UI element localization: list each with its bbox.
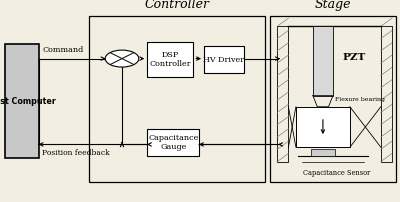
Text: Flexure bearing: Flexure bearing: [335, 97, 385, 101]
Text: Stage: Stage: [315, 0, 351, 11]
Text: Position feedback: Position feedback: [42, 149, 110, 158]
Text: DSP
Controller: DSP Controller: [149, 51, 191, 68]
Bar: [147, 42, 193, 77]
Circle shape: [105, 50, 139, 67]
Text: Controller: Controller: [144, 0, 209, 11]
Text: PZT: PZT: [343, 53, 366, 62]
Bar: [270, 16, 396, 182]
Bar: [296, 107, 350, 147]
Bar: [147, 129, 199, 156]
Bar: [381, 26, 392, 162]
Bar: [89, 16, 265, 182]
Text: HV Driver: HV Driver: [204, 56, 244, 64]
Text: Capacitance Sensor: Capacitance Sensor: [303, 169, 371, 177]
Bar: [5, 44, 39, 158]
Text: Host Computer: Host Computer: [0, 97, 56, 105]
Text: Command: Command: [43, 45, 84, 54]
Bar: [311, 149, 335, 156]
Bar: [204, 46, 244, 73]
Text: Capacitance
Gauge: Capacitance Gauge: [148, 134, 198, 151]
Bar: [313, 26, 333, 96]
Bar: [277, 26, 288, 162]
